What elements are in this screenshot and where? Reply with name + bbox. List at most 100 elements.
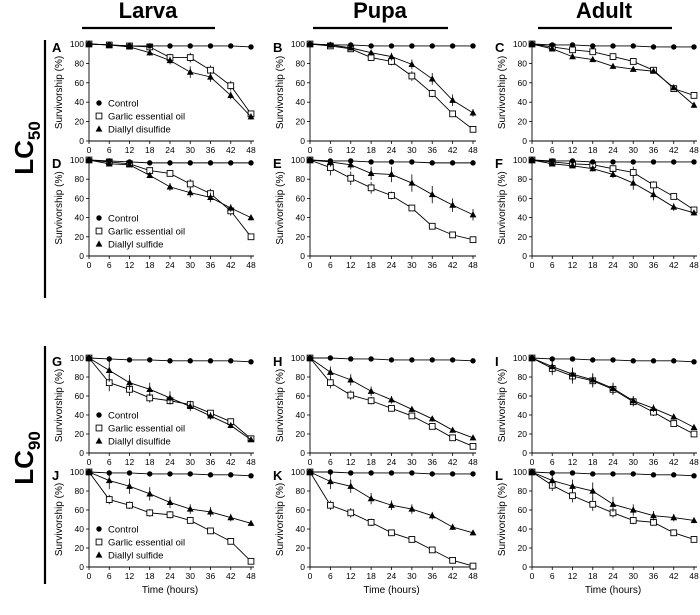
panel-J: J 0 20 40 60 80 100 0 6 12 18 24 30 36 42 48 Survivorshi… <box>52 467 256 596</box>
row-title: LC90 <box>9 431 44 485</box>
y-tick-label: 20 <box>75 232 85 242</box>
data-point <box>670 84 678 91</box>
data-point <box>609 500 617 507</box>
data-point <box>167 471 173 477</box>
x-tick-label: 24 <box>387 145 397 155</box>
data-point <box>428 90 436 97</box>
data-point <box>691 44 697 50</box>
data-point <box>449 201 457 208</box>
data-point <box>327 158 334 164</box>
y-tick-label: 0 <box>79 136 84 146</box>
data-point <box>449 43 456 49</box>
data-point <box>347 509 355 517</box>
x-tick-label: 18 <box>145 571 155 581</box>
data-point <box>207 160 214 166</box>
data-point <box>569 370 576 377</box>
data-point <box>227 514 235 521</box>
panel-letter: G <box>52 354 62 369</box>
x-tick-label: 6 <box>107 571 112 581</box>
data-point <box>307 469 313 475</box>
x-tick-label: 12 <box>346 145 356 155</box>
legend-label: Garlic essential oil <box>108 424 185 435</box>
series-garlic-essential-oil <box>306 468 477 570</box>
data-point <box>630 471 636 477</box>
data-point <box>186 54 194 61</box>
data-point <box>529 469 535 475</box>
x-tick-label: 42 <box>669 260 679 270</box>
y-axis-label: Survivorship (%) <box>54 369 65 442</box>
data-point <box>549 356 555 362</box>
y-tick-label: 20 <box>518 117 528 127</box>
series-control <box>307 41 476 49</box>
data-point <box>589 48 597 56</box>
legend-marker <box>95 240 103 247</box>
data-point <box>690 101 698 108</box>
data-point <box>569 162 576 169</box>
data-point <box>428 222 436 230</box>
x-tick-label: 48 <box>689 457 699 467</box>
data-point <box>449 160 456 166</box>
y-tick-label: 0 <box>300 562 305 572</box>
data-point <box>247 557 255 565</box>
x-tick-label: 30 <box>407 571 417 581</box>
x-tick-label: 6 <box>550 260 555 270</box>
data-point <box>126 470 133 476</box>
data-point <box>105 496 113 503</box>
legend-label: Diallyl sulfide <box>108 551 163 562</box>
data-point <box>408 412 416 420</box>
data-point <box>650 472 657 478</box>
data-point <box>609 384 617 391</box>
data-point <box>327 469 334 475</box>
data-point <box>247 436 255 443</box>
data-point <box>429 357 435 363</box>
panel-B: B 0 20 40 60 80 100 0 6 12 18 24 30 36 42 48 Survivorshi… <box>273 39 478 155</box>
y-tick-label: 80 <box>518 58 528 68</box>
data-point <box>207 193 214 201</box>
data-point <box>347 174 355 182</box>
data-point <box>630 358 636 364</box>
x-tick-label: 30 <box>186 457 196 467</box>
legend-marker <box>95 538 103 546</box>
y-tick-label: 0 <box>522 251 527 261</box>
x-tick-label: 24 <box>165 571 175 581</box>
y-tick-label: 0 <box>300 448 305 458</box>
data-point <box>146 385 154 392</box>
legend-marker <box>95 551 103 558</box>
legend-marker <box>96 526 102 532</box>
x-axis-label: Time (hours) <box>585 585 641 596</box>
panel-H: H 0 20 40 60 80 100 0 6 12 18 24 30 36 42 48 Survivorshi… <box>273 353 478 467</box>
x-tick-label: 12 <box>346 571 356 581</box>
data-point <box>367 54 375 61</box>
y-tick-label: 100 <box>513 467 527 477</box>
x-tick-label: 48 <box>246 260 256 270</box>
x-tick-label: 36 <box>428 457 438 467</box>
data-point <box>569 53 576 60</box>
panel-letter: F <box>495 156 503 171</box>
series-diallyl-disulfide <box>306 40 477 117</box>
data-point <box>367 49 375 56</box>
data-point <box>590 471 596 477</box>
data-point <box>147 160 153 166</box>
y-tick-label: 80 <box>518 174 528 184</box>
x-tick-label: 42 <box>226 145 236 155</box>
y-tick-label: 100 <box>291 39 305 49</box>
data-point <box>589 500 597 508</box>
data-point <box>327 42 334 48</box>
data-point <box>126 501 133 509</box>
x-tick-label: 12 <box>568 260 578 270</box>
data-point <box>470 160 476 166</box>
data-point <box>187 43 193 49</box>
data-point <box>691 359 697 365</box>
data-point <box>428 423 436 430</box>
x-tick-label: 48 <box>689 145 699 155</box>
y-axis-label: Survivorship (%) <box>275 56 286 129</box>
data-point <box>207 412 214 419</box>
y-tick-label: 60 <box>518 193 528 203</box>
series-diallyl-sulfide <box>85 468 255 527</box>
data-point <box>629 397 637 404</box>
x-tick-label: 24 <box>165 260 175 270</box>
panel-letter: K <box>273 468 283 483</box>
series-line <box>531 43 695 106</box>
x-tick-label: 18 <box>145 457 155 467</box>
series-control <box>529 157 697 165</box>
